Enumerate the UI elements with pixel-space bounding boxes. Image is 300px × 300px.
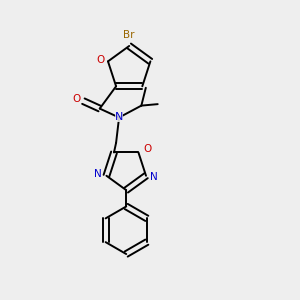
- Text: O: O: [96, 55, 105, 65]
- Text: O: O: [143, 144, 152, 154]
- Text: O: O: [73, 94, 81, 104]
- Text: N: N: [151, 172, 158, 182]
- Text: Br: Br: [123, 30, 135, 40]
- Text: N: N: [115, 112, 123, 122]
- Text: N: N: [94, 169, 102, 179]
